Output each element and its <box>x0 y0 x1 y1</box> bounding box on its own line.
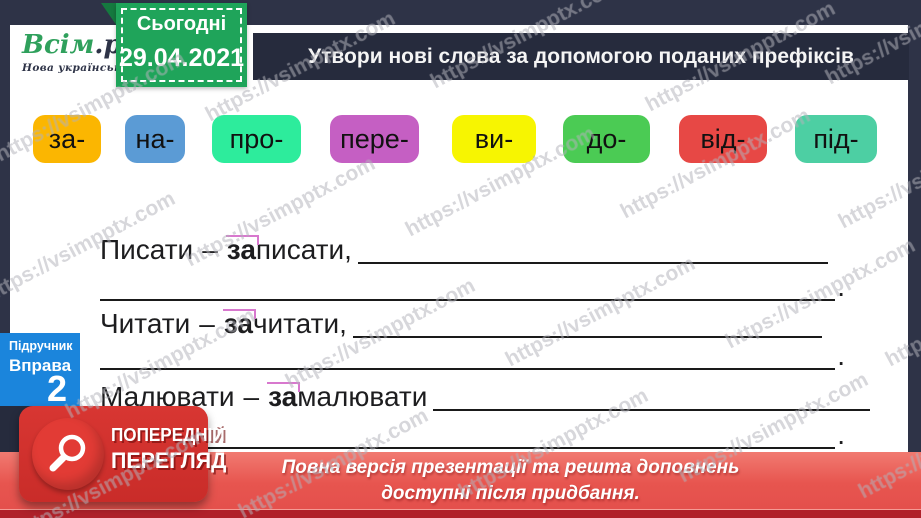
purchase-banner-line-1: Повна версія презентації та решта доповн… <box>281 457 740 478</box>
date-box: Сьогодні 29.04.2021 <box>116 3 247 87</box>
word-rest: читати, <box>252 308 347 339</box>
worksheet-line-1: Писати – записати, <box>100 231 828 269</box>
date-box-fold <box>101 3 117 26</box>
slide-title: Утвори нові слова за допомогою поданих п… <box>308 44 854 68</box>
prefix-chip-pere: пере- <box>330 115 419 163</box>
magnifier-icon <box>49 434 86 472</box>
prefix-chip-label: під- <box>813 123 859 154</box>
purchase-banner-text: Повна версія презентації та решта доповн… <box>100 455 921 507</box>
worksheet-blank-line-2: . <box>100 337 845 375</box>
magnifier-badge <box>32 418 104 490</box>
base-word: Писати <box>100 234 194 265</box>
prefix-chip-na: на- <box>125 115 185 163</box>
worksheet-blank-line-1: . <box>100 268 845 306</box>
date-box-label: Сьогодні <box>136 13 227 35</box>
preview-line-2: ПЕРЕГЛЯД <box>111 448 227 473</box>
exercise-badge-number: 2 <box>46 368 67 409</box>
prefix-chip-label: за- <box>48 123 86 154</box>
prefix-chip-pid: під- <box>795 115 877 163</box>
word-rest: писати, <box>255 234 352 265</box>
word-rest: малювати <box>297 381 428 412</box>
prefix-chip-label: пере- <box>340 123 409 154</box>
exercise-badge: Підручник Вправа 2 <box>0 333 80 409</box>
dash-separator: – <box>199 308 215 339</box>
exercise-badge-book: Підручник <box>9 339 73 353</box>
prefix-bracket-mark <box>267 382 301 392</box>
prefix-chip-label: ви- <box>474 123 514 154</box>
worksheet-text-2: Читати – зачитати, <box>100 305 347 343</box>
line-period: . <box>837 271 845 302</box>
prefix-chip-label: про- <box>229 123 284 154</box>
answer-blank <box>352 336 822 338</box>
prefix-word-part: за <box>222 308 256 339</box>
prefix-chip-do: до- <box>563 115 650 163</box>
date-box-date: 29.04.2021 <box>118 44 245 72</box>
brand-name-accent: Всім <box>22 30 95 60</box>
answer-blank <box>100 447 836 449</box>
answer-blank <box>433 409 870 411</box>
prefix-word-part: за <box>225 234 259 265</box>
prefix-bracket-mark <box>225 235 259 245</box>
slide-title-bar: Утвори нові слова за допомогою поданих п… <box>253 33 909 80</box>
worksheet-line-3: Малювати – замалювати <box>100 378 870 416</box>
exercise-badge-label: Вправа <box>9 356 72 375</box>
base-word: Читати <box>100 308 191 339</box>
prefix-chip-vid: від- <box>679 115 767 163</box>
prefix-bracket-mark <box>222 309 256 319</box>
preview-button[interactable]: ПОПЕРЕДНІЙ ПЕРЕГЛЯД <box>19 406 226 502</box>
answer-blank <box>100 368 836 370</box>
preview-line-1: ПОПЕРЕДНІЙ <box>111 425 225 445</box>
prefix-chip-pro: про- <box>212 115 301 163</box>
purchase-banner-line-2: доступні після придбання. <box>381 483 640 504</box>
prefix-chip-za: за- <box>33 115 101 163</box>
line-period: . <box>837 419 845 450</box>
prefix-chip-label: до- <box>586 123 627 154</box>
dash-separator: – <box>202 234 218 265</box>
prefix-word-part: за <box>267 381 301 412</box>
worksheet-blank-line-3: . <box>100 416 845 454</box>
answer-blank <box>357 262 828 264</box>
worksheet-text-1: Писати – записати, <box>100 231 352 269</box>
prefix-chip-vy: ви- <box>452 115 536 163</box>
banner-bottom-strip <box>0 509 921 518</box>
preview-button-text: ПОПЕРЕДНІЙ ПЕРЕГЛЯД <box>111 425 226 474</box>
dash-separator: – <box>243 381 260 412</box>
date-box-dashed-border <box>121 8 242 82</box>
answer-blank <box>100 299 836 301</box>
prefix-chip-label: на- <box>135 123 175 154</box>
prefix-chip-label: від- <box>700 123 746 154</box>
worksheet-line-2: Читати – зачитати, <box>100 305 822 343</box>
line-period: . <box>837 340 845 371</box>
